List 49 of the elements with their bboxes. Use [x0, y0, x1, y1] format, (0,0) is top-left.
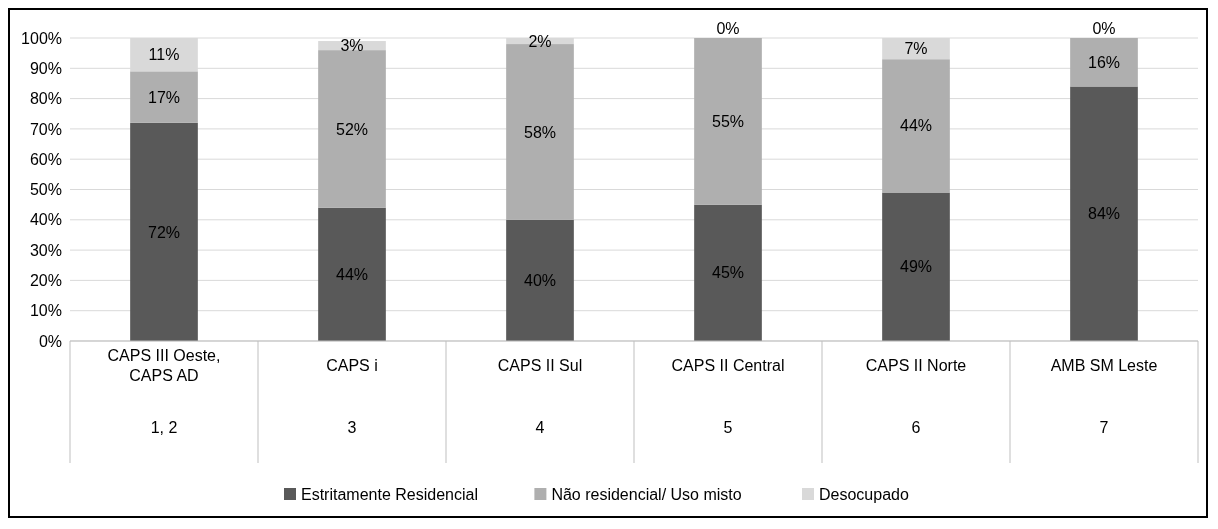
bar: [130, 71, 198, 123]
data-label: 52%: [335, 120, 369, 138]
y-tick-label: 0%: [38, 332, 62, 350]
y-tick-label: 90%: [29, 59, 62, 77]
bar: [506, 219, 574, 341]
category-label: CAPS III Oeste, CAPS AD 1, 2: [107, 347, 221, 436]
data-label: 40%: [523, 272, 557, 289]
y-tick-label: 20%: [29, 272, 62, 289]
data-label: 45%: [711, 264, 745, 282]
data-label: 44%: [899, 117, 933, 135]
y-tick-label: 70%: [29, 120, 62, 138]
data-label: 0%: [1092, 19, 1116, 37]
data-label: 58%: [523, 123, 557, 141]
y-tick-label: 50%: [29, 181, 62, 199]
bar: [1070, 86, 1138, 341]
category-label: CAPS II Sul 4: [497, 357, 583, 436]
y-tick-label: 80%: [29, 90, 62, 108]
y-tick-label: 10%: [29, 302, 62, 320]
category-label: CAPS II Norte 6: [865, 357, 967, 436]
category-label: CAPS i 3: [326, 357, 378, 436]
bar: [882, 59, 950, 193]
data-label: 3%: [340, 37, 364, 55]
y-tick-label: 60%: [29, 150, 62, 168]
data-label: 2%: [528, 32, 552, 50]
y-tick-label: 40%: [29, 211, 62, 229]
category-label: CAPS II Central 5: [671, 357, 785, 436]
bar: [694, 38, 762, 205]
data-label: 17%: [147, 88, 181, 106]
data-label: 72%: [147, 223, 181, 241]
data-label: 49%: [899, 258, 933, 276]
bar: [318, 207, 386, 341]
data-label: 84%: [1087, 205, 1121, 223]
data-label: 44%: [335, 265, 369, 283]
data-label: 0%: [716, 19, 740, 37]
y-tick-label: 100%: [21, 29, 62, 47]
legend-label: Desocupado: [819, 485, 909, 503]
bar: [318, 50, 386, 208]
bar: [1070, 38, 1138, 87]
data-label: 11%: [148, 46, 180, 64]
data-label: 16%: [1087, 53, 1121, 71]
legend-label: Estritamente Residencial: [301, 485, 478, 503]
bar: [130, 122, 198, 341]
data-label: 7%: [904, 40, 928, 58]
bar: [882, 192, 950, 341]
legend-label: Não residencial/ Uso misto: [551, 485, 742, 503]
bar: [694, 204, 762, 341]
y-tick-label: 30%: [29, 241, 62, 259]
data-label: 55%: [711, 112, 745, 130]
category-label: AMB SM Leste 7: [1050, 357, 1158, 436]
